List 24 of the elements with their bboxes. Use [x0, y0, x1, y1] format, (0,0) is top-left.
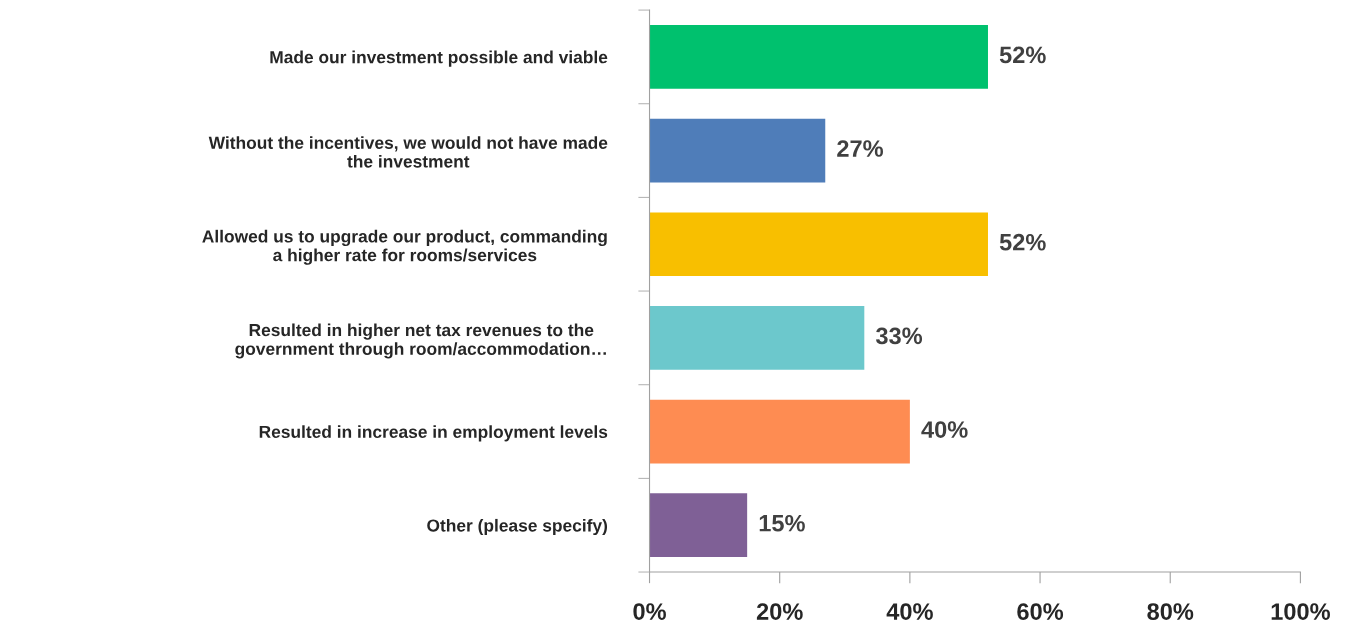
x-tick-label: 80%	[1147, 603, 1194, 620]
bar	[649, 118, 826, 183]
y-tick-label: Without the incentives, we would not have made the investment	[208, 136, 608, 168]
y-tick-label: Other (please specify)	[427, 518, 608, 536]
bar	[649, 493, 748, 558]
y-tick-label: Allowed us to upgrade our product, commanding a higher rate for rooms/services	[202, 229, 607, 265]
y-tick-label: Made our investment possible and viable	[270, 50, 608, 67]
x-tick-label: 0%	[633, 603, 666, 620]
x-tick-label: 40%	[886, 603, 933, 620]
bar	[649, 306, 865, 370]
data-label: 40%	[921, 421, 968, 438]
bar	[649, 25, 988, 89]
y-tick-label: Resulted in higher net tax revenues to the government through room/accommodation…	[235, 323, 606, 359]
data-label: 33%	[875, 327, 923, 345]
data-label: 52%	[999, 46, 1046, 64]
data-label: 52%	[999, 233, 1046, 251]
data-label: 27%	[837, 140, 884, 157]
bar	[649, 399, 910, 464]
data-label: 15%	[759, 514, 805, 532]
bar	[649, 212, 988, 277]
x-tick-label: 100%	[1271, 603, 1330, 620]
x-tick-label: 20%	[756, 603, 803, 620]
x-tick-label: 60%	[1017, 603, 1064, 620]
y-tick-label: Resulted in increase in employment levels	[259, 425, 608, 442]
